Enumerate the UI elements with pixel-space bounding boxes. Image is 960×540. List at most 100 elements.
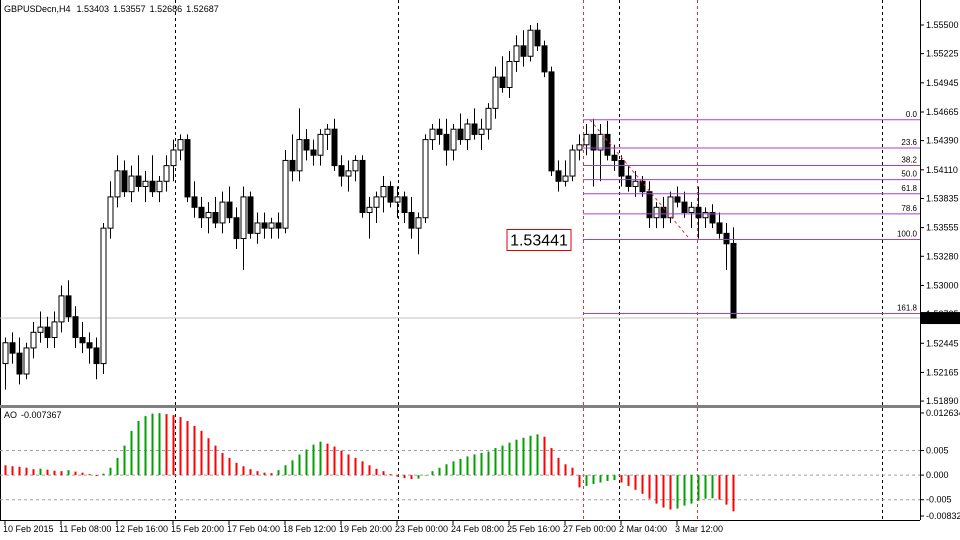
fib-label: 50.0 bbox=[901, 170, 917, 179]
candle-body bbox=[576, 144, 583, 151]
candle-body bbox=[373, 196, 380, 208]
y-tick-label: 1.55225 bbox=[926, 49, 959, 59]
candle-body bbox=[317, 133, 324, 156]
y-tick-label: 1.52165 bbox=[926, 367, 959, 377]
y-tick-label: 1.53000 bbox=[926, 280, 959, 290]
x-tick-label: 18 Feb 12:00 bbox=[283, 524, 336, 534]
candle-body bbox=[121, 170, 128, 193]
y-tick-label: 1.54110 bbox=[926, 165, 958, 175]
candle-body bbox=[632, 180, 639, 187]
candle-body bbox=[37, 326, 44, 333]
candle-body bbox=[163, 165, 170, 182]
fib-price-box bbox=[506, 229, 572, 252]
candle-body bbox=[93, 347, 100, 365]
x-tick-label: 12 Feb 16:00 bbox=[115, 524, 168, 534]
fib-time-lines bbox=[583, 0, 698, 520]
y-tick-label: 1.55500 bbox=[926, 20, 959, 30]
x-tick-label: 10 Feb 2015 bbox=[3, 524, 54, 534]
candle-body bbox=[723, 232, 730, 245]
candle-body bbox=[324, 128, 331, 135]
candle-body bbox=[72, 316, 79, 339]
candle-body bbox=[289, 159, 296, 172]
candle-body bbox=[219, 201, 226, 224]
candle-body bbox=[16, 352, 23, 375]
fib-label: 23.6 bbox=[901, 138, 917, 147]
candle-body bbox=[198, 206, 205, 219]
y-tick-label: 1.53555 bbox=[926, 223, 959, 233]
candle-body bbox=[597, 133, 604, 151]
candle-body bbox=[527, 29, 534, 57]
candle-body bbox=[443, 133, 450, 151]
candle-body bbox=[709, 212, 716, 224]
fib-label: 61.8 bbox=[901, 184, 917, 193]
x-tick-label: 15 Feb 20:00 bbox=[171, 524, 224, 534]
candle-body bbox=[695, 206, 702, 219]
candle-body bbox=[646, 191, 653, 219]
header-high: 1.53557 bbox=[113, 4, 146, 14]
fib-trendline bbox=[589, 119, 691, 240]
candle-body bbox=[282, 159, 289, 229]
candle-body bbox=[170, 149, 177, 167]
y-tick-label: 1.53835 bbox=[926, 193, 959, 203]
x-tick-label: 11 Feb 08:00 bbox=[59, 524, 111, 534]
candle-body bbox=[394, 196, 401, 203]
candle-body bbox=[548, 71, 555, 172]
candle-body bbox=[177, 139, 184, 151]
candle-body bbox=[583, 133, 590, 146]
candle-body bbox=[338, 165, 345, 177]
candle-body bbox=[44, 326, 51, 339]
candle-body bbox=[716, 222, 723, 234]
candle-body bbox=[478, 128, 485, 135]
chart-header: GBPUSDecn,H4 1.53403 1.53557 1.52686 1.52687 bbox=[4, 4, 219, 14]
x-tick-label: 17 Feb 04:00 bbox=[227, 524, 280, 534]
candle-body bbox=[667, 196, 674, 219]
header-low: 1.52686 bbox=[150, 4, 183, 14]
candle-body bbox=[499, 76, 506, 89]
candle-body bbox=[590, 133, 597, 151]
candle-body bbox=[436, 128, 443, 135]
candle-body bbox=[58, 295, 65, 323]
candle-body bbox=[401, 196, 408, 214]
candle-body bbox=[681, 201, 688, 214]
candle-body bbox=[604, 133, 611, 156]
candle-body bbox=[191, 196, 198, 208]
candle-body bbox=[730, 242, 737, 319]
candle-body bbox=[247, 196, 254, 234]
candle-body bbox=[100, 227, 107, 365]
candle-body bbox=[30, 331, 37, 349]
x-tick-label: 27 Feb 00:00 bbox=[563, 524, 616, 534]
x-tick-label: 25 Feb 16:00 bbox=[507, 524, 560, 534]
candle-body bbox=[541, 45, 548, 73]
candle-body bbox=[345, 170, 352, 177]
candle-body bbox=[233, 217, 240, 240]
x-tick-label: 2 Mar 04:00 bbox=[619, 524, 667, 534]
candle-body bbox=[135, 175, 142, 187]
candle-body bbox=[149, 180, 156, 193]
y-tick-label: 1.51890 bbox=[926, 396, 959, 406]
indicator-value: -0.007367 bbox=[21, 410, 62, 420]
candle-body bbox=[415, 217, 422, 229]
y-tick-label: -0.005 bbox=[926, 495, 952, 505]
candle-body bbox=[422, 139, 429, 219]
candle-body bbox=[303, 139, 310, 151]
y-tick-label: 1.54945 bbox=[926, 78, 959, 88]
candle-body bbox=[506, 60, 513, 89]
candle-body bbox=[240, 196, 247, 240]
candle-body bbox=[569, 149, 576, 177]
candle-body bbox=[65, 295, 72, 318]
candle-body bbox=[261, 222, 268, 229]
candle-body bbox=[457, 128, 464, 141]
candle-body bbox=[184, 139, 191, 198]
candle-body bbox=[23, 347, 30, 375]
candle-body bbox=[562, 175, 569, 182]
candle-body bbox=[688, 206, 695, 214]
candle-body bbox=[380, 185, 387, 198]
fib-label: 100.0 bbox=[897, 230, 918, 239]
candle-body bbox=[2, 342, 9, 365]
x-tick-label: 3 Mar 12:00 bbox=[675, 524, 723, 534]
y-tick-label: 0.012634 bbox=[926, 408, 960, 418]
candle-body bbox=[296, 139, 303, 172]
candle-body bbox=[359, 159, 366, 214]
candle-body bbox=[142, 180, 149, 187]
